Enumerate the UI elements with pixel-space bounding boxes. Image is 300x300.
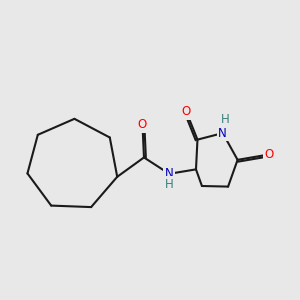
Text: H: H — [221, 113, 230, 126]
Text: H: H — [165, 178, 174, 191]
Text: O: O — [182, 105, 191, 118]
Text: N: N — [218, 127, 227, 140]
Text: O: O — [264, 148, 273, 161]
Text: O: O — [138, 118, 147, 131]
Text: N: N — [165, 167, 174, 180]
